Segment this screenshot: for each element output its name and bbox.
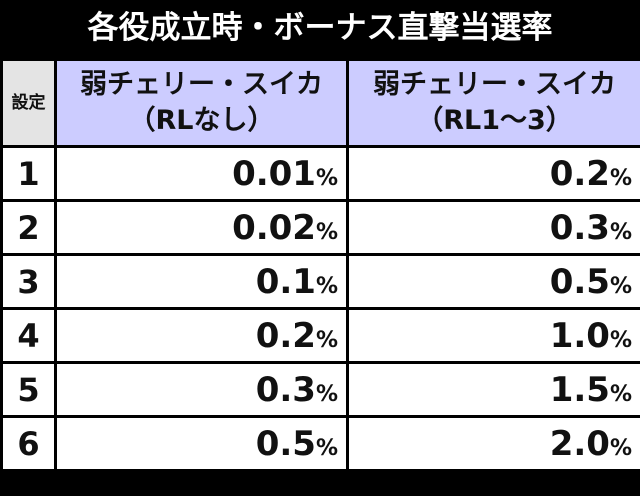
setting-cell: 5 — [0, 361, 57, 418]
table-row: 5 0.3% 1.5% — [0, 361, 640, 418]
title: 各役成立時・ボーナス直撃当選率 — [87, 10, 553, 46]
header-row: 設定 弱チェリー・スイカ （RLなし） 弱チェリー・スイカ （RL1～3） — [0, 58, 640, 148]
table-row: 1 0.01% 0.2% — [0, 145, 640, 202]
setting-cell: 2 — [0, 199, 57, 256]
setting-cell: 6 — [0, 415, 57, 472]
setting-cell: 1 — [0, 145, 57, 202]
header-line: （RLなし） — [128, 105, 275, 136]
rate-value: 0.3 — [549, 207, 610, 248]
rate-cell: 1.5% — [346, 361, 640, 418]
table-row: 6 0.5% 2.0% — [0, 415, 640, 472]
rate-unit: % — [315, 381, 338, 407]
setting-cell: 4 — [0, 307, 57, 364]
rate-unit: % — [315, 273, 338, 299]
rate-unit: % — [315, 165, 338, 191]
rate-cell: 0.01% — [54, 145, 349, 202]
column-header: 弱チェリー・スイカ （RLなし） — [54, 58, 349, 148]
rate-value: 0.3 — [255, 369, 316, 410]
rate-cell: 0.3% — [54, 361, 349, 418]
table-row: 2 0.02% 0.3% — [0, 199, 640, 256]
rate-value: 0.01 — [232, 153, 316, 194]
rate-cell: 0.2% — [54, 307, 349, 364]
rate-unit: % — [609, 435, 632, 461]
rate-cell: 0.3% — [346, 199, 640, 256]
rate-unit: % — [315, 435, 338, 461]
setting-header: 設定 — [0, 58, 57, 148]
table-row: 4 0.2% 1.0% — [0, 307, 640, 364]
rate-unit: % — [609, 273, 632, 299]
rate-unit: % — [315, 327, 338, 353]
rate-cell: 1.0% — [346, 307, 640, 364]
rate-cell: 2.0% — [346, 415, 640, 472]
rate-cell: 0.5% — [346, 253, 640, 310]
table-body: 1 0.01% 0.2% 2 0.02% 0.3% 3 0.1% 0.5% 4 0.2% 1.0% 5 0… — [0, 145, 640, 472]
header-line: （RL1～3） — [416, 105, 573, 136]
rate-value: 0.5 — [255, 423, 316, 464]
header-line: 弱チェリー・スイカ — [373, 69, 616, 100]
header-line: 弱チェリー・スイカ — [80, 69, 323, 100]
rate-value: 0.02 — [232, 207, 316, 248]
rate-unit: % — [315, 219, 338, 245]
setting-cell: 3 — [0, 253, 57, 310]
rate-table: 設定 弱チェリー・スイカ （RLなし） 弱チェリー・スイカ （RL1～3） 1 0.01… — [0, 58, 640, 472]
rate-value: 0.2 — [549, 153, 610, 194]
rate-value: 0.1 — [255, 261, 316, 302]
rate-value: 0.5 — [549, 261, 610, 302]
rate-value: 0.2 — [255, 315, 316, 356]
rate-cell: 0.2% — [346, 145, 640, 202]
column-header: 弱チェリー・スイカ （RL1～3） — [346, 58, 640, 148]
table-row: 3 0.1% 0.5% — [0, 253, 640, 310]
rate-cell: 0.02% — [54, 199, 349, 256]
rate-unit: % — [609, 327, 632, 353]
rate-value: 1.5 — [549, 369, 610, 410]
rate-unit: % — [609, 165, 632, 191]
rate-cell: 0.1% — [54, 253, 349, 310]
rate-value: 2.0 — [549, 423, 610, 464]
rate-value: 1.0 — [549, 315, 610, 356]
rate-unit: % — [609, 381, 632, 407]
rate-cell: 0.5% — [54, 415, 349, 472]
rate-unit: % — [609, 219, 632, 245]
